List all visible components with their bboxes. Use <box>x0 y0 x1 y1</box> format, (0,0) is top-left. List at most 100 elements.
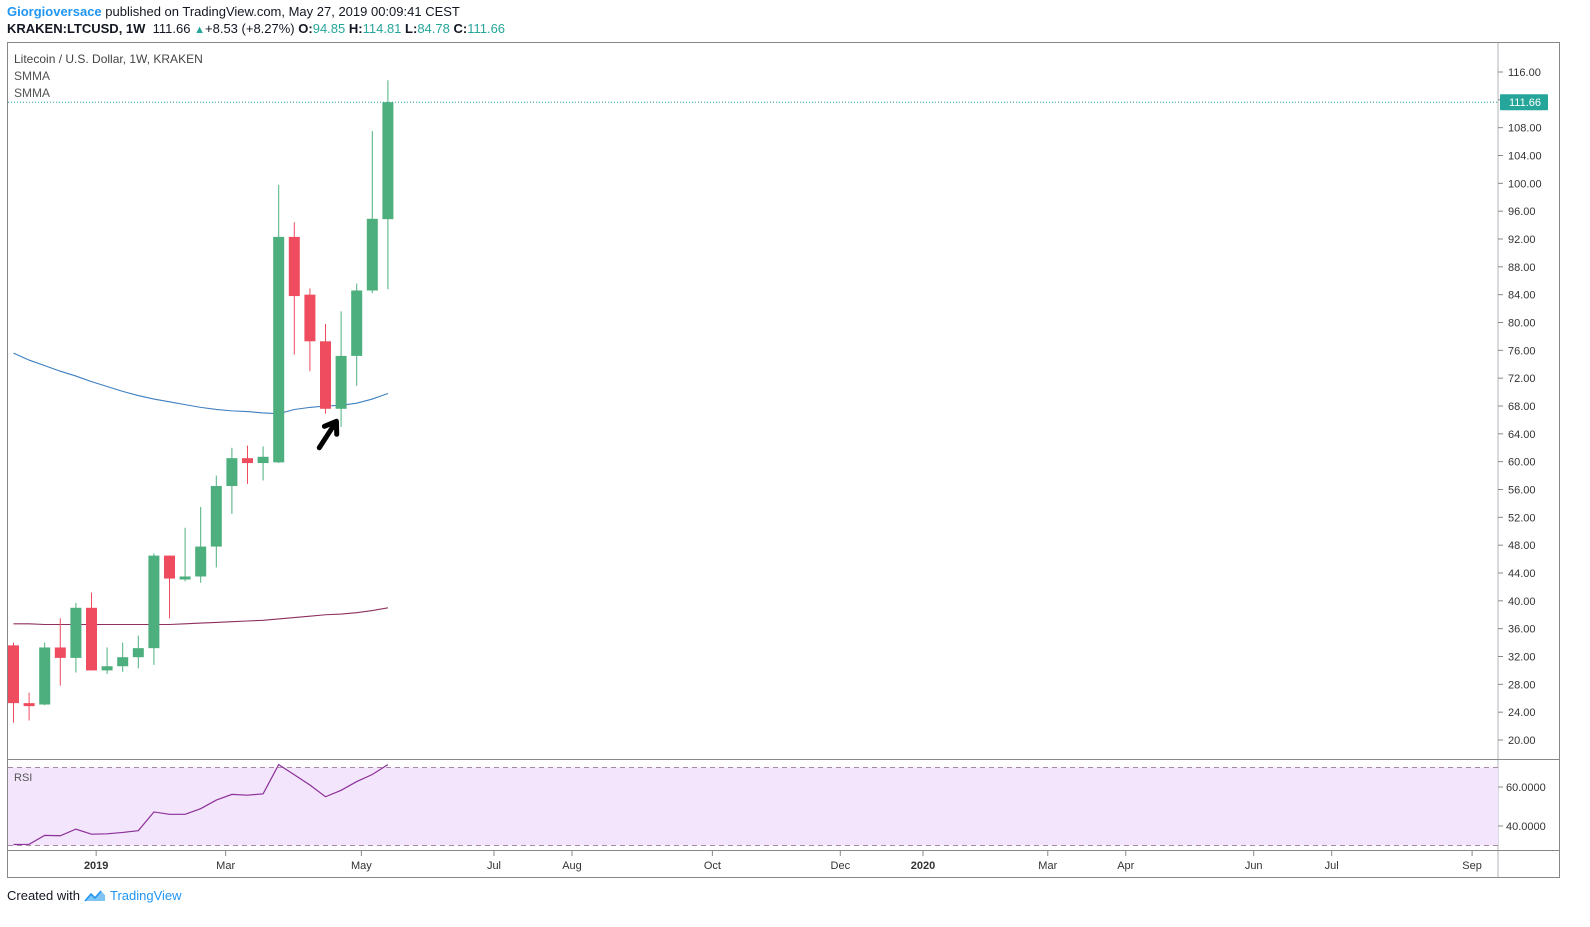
candle <box>242 445 253 484</box>
close-label: C: <box>453 21 468 36</box>
price-tick-label: 52.00 <box>1508 512 1536 524</box>
price-tick-label: 76.00 <box>1508 345 1536 357</box>
time-axis[interactable]: 2019 Mar May Jul Aug Oct Dec 2020 Mar Apr Jun Jul Se… <box>84 851 1482 872</box>
legend-smma-1: SMMA <box>14 69 50 83</box>
candle <box>132 635 144 669</box>
smma-line-2 <box>13 607 388 626</box>
rsi-line <box>13 763 389 846</box>
candle <box>148 553 160 665</box>
time-tick-label: Mar <box>216 860 235 872</box>
time-tick-label: Dec <box>831 860 851 872</box>
candle <box>382 80 394 290</box>
candle-body <box>179 576 191 580</box>
price-axis[interactable]: 116.00112.00108.00104.00100.0096.0092.00… <box>1498 67 1542 747</box>
price-tick-label: 100.00 <box>1508 178 1542 190</box>
author-link[interactable]: Giorgioversace <box>7 4 102 19</box>
last-price-box <box>1500 94 1548 111</box>
chart-frame <box>7 42 1560 878</box>
annotations <box>316 418 340 451</box>
legend-title: Litecoin / U.S. Dollar, 1W, KRAKEN <box>14 52 203 66</box>
candle-body <box>242 458 253 464</box>
price-tick-label: 48.00 <box>1508 540 1536 552</box>
time-tick-label: Jul <box>1325 860 1339 872</box>
high-label: H: <box>348 21 363 36</box>
candle <box>54 618 66 686</box>
tradingview-logo-icon[interactable] <box>84 889 106 903</box>
candle <box>226 447 238 514</box>
symbol-text: KRAKEN:LTCUSD, 1W <box>7 21 146 36</box>
tradingview-link[interactable]: TradingView <box>109 888 182 903</box>
candle-body <box>257 456 269 464</box>
candle-body <box>320 341 331 409</box>
time-tick-label: Aug <box>562 860 582 872</box>
publish-info: Giorgioversace published on TradingView.… <box>7 4 460 19</box>
candle <box>179 527 191 582</box>
price-tick-label: 92.00 <box>1508 234 1536 246</box>
candle-body <box>86 607 97 671</box>
rsi-band <box>8 767 1498 846</box>
rsi-label: RSI <box>14 772 32 784</box>
candle <box>101 647 113 674</box>
candle-body <box>366 218 378 291</box>
smma-line-1 <box>13 352 389 415</box>
candle-body <box>70 607 82 658</box>
candle <box>86 592 97 671</box>
candle <box>366 131 378 294</box>
candle <box>117 642 129 672</box>
candle-body <box>288 236 300 297</box>
candle <box>195 506 207 583</box>
price-tick-label: 84.00 <box>1508 290 1536 302</box>
price-tick-label: 64.00 <box>1508 429 1536 441</box>
time-tick-label: May <box>351 860 372 872</box>
up-triangle-icon: ▲ <box>194 24 206 36</box>
time-tick-label: 2020 <box>911 860 935 872</box>
price-tick-label: 108.00 <box>1508 123 1542 135</box>
candle-body <box>8 645 19 704</box>
legend-smma-2: SMMA <box>14 86 50 100</box>
candle-body <box>304 294 316 342</box>
candle-body <box>101 666 113 671</box>
candle-body <box>117 657 129 667</box>
price-tick-label: 116.00 <box>1508 67 1541 79</box>
candle <box>8 642 19 723</box>
candle <box>320 323 331 414</box>
rsi-tick-label: 60.0000 <box>1506 782 1546 794</box>
time-tick-label: Jul <box>487 860 501 872</box>
price-tick-label: 44.00 <box>1508 568 1536 580</box>
price-tick-label: 72.00 <box>1508 373 1536 385</box>
candle <box>273 184 285 464</box>
candle <box>23 692 35 721</box>
open-value: 94.85 <box>312 21 346 36</box>
candle <box>164 555 175 619</box>
candle-body <box>39 647 51 705</box>
low-value: 84.78 <box>417 21 450 36</box>
candle <box>70 602 82 673</box>
high-value: 114.81 <box>362 21 402 36</box>
candle <box>351 283 363 386</box>
candle-body <box>54 647 66 658</box>
time-tick-label: Mar <box>1038 860 1057 872</box>
time-tick-label: Jun <box>1245 860 1263 872</box>
price-tick-label: 96.00 <box>1508 206 1536 218</box>
candle <box>304 288 316 372</box>
price-tick-label: 56.00 <box>1508 485 1536 497</box>
price-tick-label: 36.00 <box>1508 624 1536 636</box>
candle-body <box>23 703 35 707</box>
candle-body <box>148 555 160 649</box>
candle <box>288 222 300 355</box>
candle-body <box>226 458 238 487</box>
price-tick-label: 32.00 <box>1508 652 1536 664</box>
open-label: O: <box>298 21 313 36</box>
candle-body <box>210 486 222 547</box>
candles <box>8 80 394 723</box>
rsi-tick-label: 40.0000 <box>1506 821 1546 833</box>
candle <box>210 475 222 568</box>
price-tick-label: 28.00 <box>1508 679 1536 691</box>
created-with-text: Created with <box>7 888 80 903</box>
time-tick-label: Apr <box>1117 860 1134 872</box>
price-tick-label: 40.00 <box>1508 596 1536 608</box>
candle-body <box>195 546 207 577</box>
last-price-label: 111.66 <box>1509 97 1541 109</box>
price-tick-label: 80.00 <box>1508 318 1536 330</box>
